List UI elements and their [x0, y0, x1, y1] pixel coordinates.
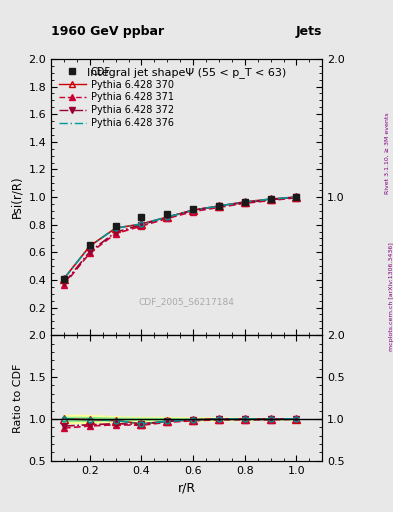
Pythia 6.428 371 [139, 223, 144, 229]
Pythia 6.428 370 [139, 221, 144, 227]
Pythia 6.428 376 [113, 225, 118, 231]
Pythia 6.428 376 [139, 221, 144, 227]
Pythia 6.428 376 [268, 196, 273, 202]
Pythia 6.428 376 [294, 194, 299, 200]
X-axis label: r/R: r/R [178, 481, 196, 494]
Pythia 6.428 376 [191, 207, 195, 213]
Pythia 6.428 370 [191, 207, 195, 213]
Text: Jets: Jets [296, 26, 322, 38]
Pythia 6.428 372 [217, 203, 221, 209]
Pythia 6.428 370 [242, 199, 247, 205]
Pythia 6.428 371 [165, 216, 170, 222]
Pythia 6.428 370 [113, 225, 118, 231]
Pythia 6.428 372 [165, 214, 170, 220]
Pythia 6.428 371 [294, 195, 299, 201]
Pythia 6.428 376 [88, 243, 92, 249]
Line: Pythia 6.428 376: Pythia 6.428 376 [62, 195, 299, 281]
Line: Pythia 6.428 372: Pythia 6.428 372 [61, 194, 300, 287]
Pythia 6.428 371 [113, 230, 118, 237]
Pythia 6.428 376 [242, 199, 247, 205]
Pythia 6.428 371 [88, 250, 92, 256]
Legend: CDF, Pythia 6.428 370, Pythia 6.428 371, Pythia 6.428 372, Pythia 6.428 376: CDF, Pythia 6.428 370, Pythia 6.428 371,… [56, 63, 177, 131]
Pythia 6.428 376 [62, 275, 66, 282]
Pythia 6.428 370 [294, 194, 299, 200]
Pythia 6.428 372 [294, 194, 299, 200]
Pythia 6.428 372 [139, 222, 144, 228]
Y-axis label: Psi(r/R): Psi(r/R) [10, 176, 23, 218]
Pythia 6.428 370 [268, 196, 273, 202]
Pythia 6.428 370 [62, 275, 66, 282]
Pythia 6.428 371 [62, 282, 66, 288]
Pythia 6.428 376 [165, 214, 170, 220]
Text: Rivet 3.1.10, ≥ 3M events: Rivet 3.1.10, ≥ 3M events [385, 113, 389, 195]
Text: mcplots.cern.ch [arXiv:1306.3436]: mcplots.cern.ch [arXiv:1306.3436] [389, 243, 393, 351]
Pythia 6.428 372 [268, 197, 273, 203]
Pythia 6.428 371 [217, 204, 221, 210]
Text: 1960 GeV ppbar: 1960 GeV ppbar [51, 26, 164, 38]
Pythia 6.428 372 [242, 200, 247, 206]
Pythia 6.428 372 [62, 280, 66, 286]
Pythia 6.428 371 [191, 208, 195, 215]
Line: Pythia 6.428 370: Pythia 6.428 370 [60, 193, 300, 283]
Pythia 6.428 372 [113, 229, 118, 236]
Pythia 6.428 371 [268, 198, 273, 204]
Pythia 6.428 372 [191, 207, 195, 213]
Pythia 6.428 372 [88, 248, 92, 254]
Text: Integral jet shapeΨ (55 < p_T < 63): Integral jet shapeΨ (55 < p_T < 63) [87, 67, 286, 78]
Line: Pythia 6.428 371: Pythia 6.428 371 [61, 194, 300, 288]
Pythia 6.428 371 [242, 200, 247, 206]
Pythia 6.428 376 [217, 203, 221, 209]
Pythia 6.428 370 [165, 214, 170, 220]
Pythia 6.428 370 [88, 243, 92, 249]
Pythia 6.428 370 [217, 203, 221, 209]
Text: CDF_2005_S6217184: CDF_2005_S6217184 [139, 297, 235, 307]
Y-axis label: Ratio to CDF: Ratio to CDF [13, 364, 23, 433]
